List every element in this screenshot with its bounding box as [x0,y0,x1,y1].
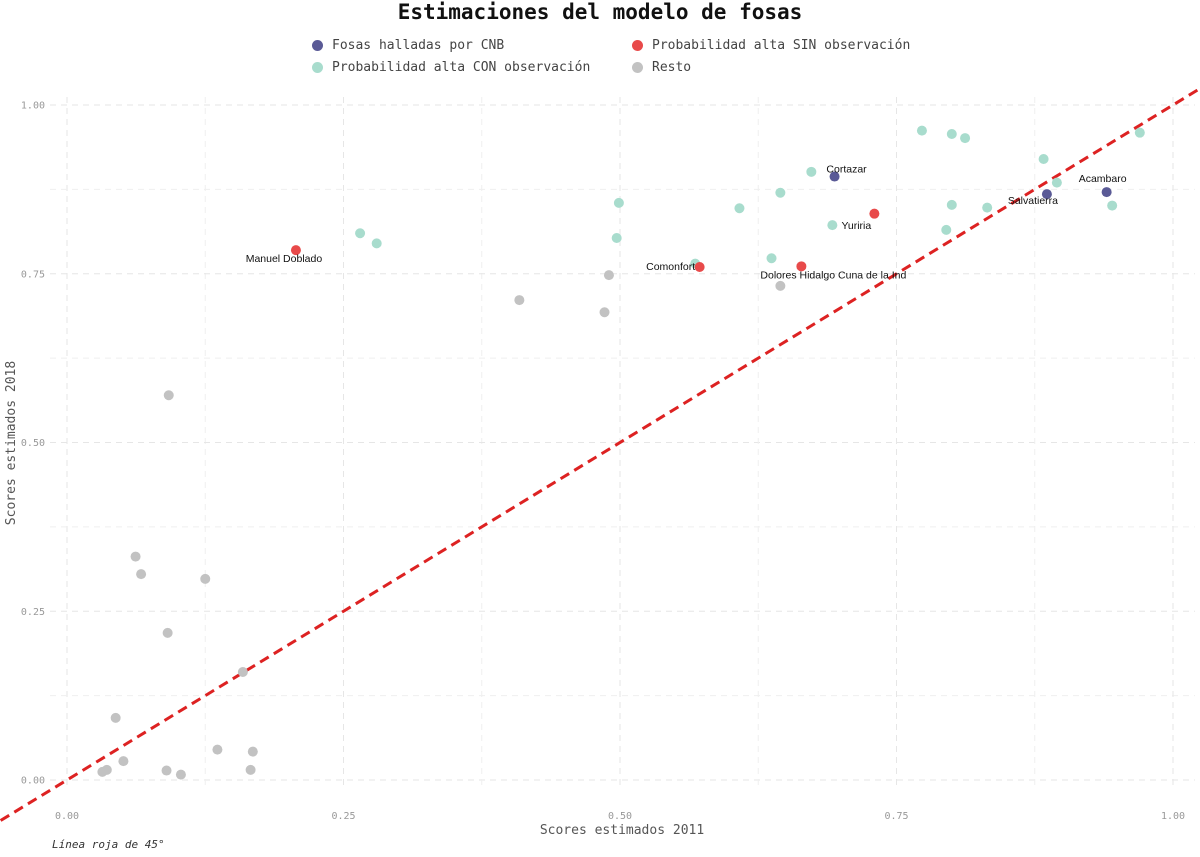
tick-labels: 0.00 0.25 0.50 0.75 1.00 0.00 0.25 0.50 0.75 1.00 [21,101,1185,823]
data-point [775,280,786,291]
x-tick-label: 0.50 [608,811,632,822]
legend-swatch-alta-sin [632,40,643,51]
data-point [1134,127,1145,138]
legend-item-alta-sin: Probabilidad alta SIN observación [632,38,910,53]
data-point [212,744,223,755]
data-point [1041,189,1052,200]
legend-swatch-cnb [312,40,323,51]
data-point [101,764,112,775]
data-point [611,232,622,243]
caption: Línea roja de 45° [52,838,165,851]
data-point [175,769,186,780]
data-point [829,171,840,182]
data-point [371,238,382,249]
data-point [1101,187,1112,198]
data-point [603,270,614,281]
x-tick-label: 0.75 [884,811,908,822]
reference-line-layer [0,86,1200,822]
data-point [163,390,174,401]
data-point [775,187,786,198]
point-labels: Cortazar Salvatierra Acambaro Yuriria Manuel… [246,164,1127,282]
data-point [514,295,525,306]
data-point [161,765,172,776]
data-point [613,197,624,208]
data-point [200,573,211,584]
legend-swatch-alta-con [312,62,323,73]
data-point [355,228,366,239]
data-point [245,764,256,775]
data-point [766,253,777,264]
data-point [869,208,880,219]
data-point [806,166,817,177]
y-tick-label: 0.75 [21,269,45,280]
data-point [982,202,993,213]
data-point [1038,154,1049,164]
data-point [734,203,745,214]
data-point [237,667,248,677]
y-tick-label: 0.00 [21,776,45,787]
y-tick-label: 0.50 [21,438,45,449]
legend-swatch-resto [632,62,643,73]
legend-label-alta-con: Probabilidad alta CON observación [332,60,591,75]
reference-line-45 [0,86,1200,822]
point-label: Yuriria [841,220,871,232]
data-point [1051,177,1062,188]
data-points [97,125,1145,780]
data-point [916,125,927,136]
legend-label-alta-sin: Probabilidad alta SIN observación [652,38,911,53]
y-tick-label: 0.25 [21,607,45,618]
legend-item-cnb: Fosas halladas por CNB [312,38,504,53]
point-label: Salvatierra [1008,195,1058,207]
data-point [130,551,141,562]
data-point [941,224,952,235]
legend-item-resto: Resto [632,60,691,75]
data-point [827,220,838,231]
y-tick-label: 1.00 [21,101,45,112]
data-point [110,712,121,723]
point-label: Comonfort [646,261,695,273]
point-label: Acambaro [1079,173,1127,185]
data-point [290,245,301,256]
data-point [946,199,957,210]
data-point [1107,200,1118,211]
data-point [247,746,258,757]
legend-label-resto: Resto [652,60,692,75]
point-label: Dolores Hidalgo Cuna de la Ind [760,269,906,281]
data-point [118,756,129,767]
legend-label-cnb: Fosas halladas por CNB [332,38,505,53]
legend-item-alta-con: Probabilidad alta CON observación [312,60,590,75]
y-axis-title: Scores estimados 2018 [4,361,19,525]
x-tick-label: 0.00 [55,811,79,822]
data-point [796,261,807,272]
data-point [694,262,705,272]
x-tick-label: 0.25 [331,811,355,822]
x-axis-title: Scores estimados 2011 [540,823,704,838]
chart-title: Estimaciones del modelo de fosas [397,0,803,24]
data-point [960,133,971,144]
data-point [599,307,610,318]
data-point [946,129,957,140]
point-label: Manuel Doblado [246,253,323,265]
x-tick-label: 1.00 [1161,811,1185,822]
point-label: Cortazar [826,164,867,176]
data-point [136,569,147,580]
grid [50,97,1195,790]
data-point [162,627,173,638]
